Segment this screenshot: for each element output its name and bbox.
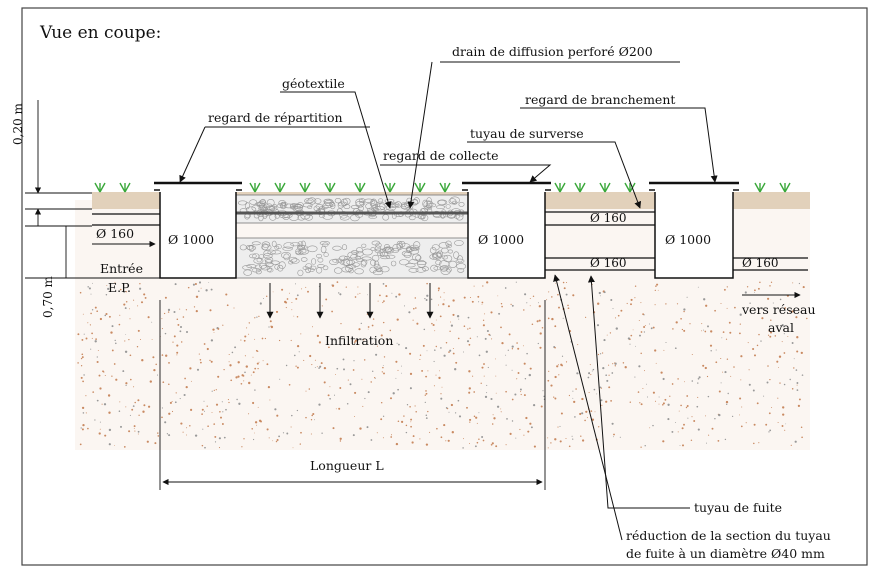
manholes bbox=[154, 189, 739, 279]
outer-border bbox=[21, 7, 868, 566]
label-vers-2: aval bbox=[768, 320, 794, 335]
diameter-pipe-upper: Ø 160 bbox=[590, 211, 627, 225]
dimension-depth: 0,70 m bbox=[41, 275, 55, 318]
label-reduction-1: réduction de la section du tuyau bbox=[626, 528, 831, 543]
label-regard-collecte: regard de collecte bbox=[383, 148, 499, 163]
diagram-title: Vue en coupe: bbox=[39, 23, 161, 43]
label-regard-repartition: regard de répartition bbox=[208, 110, 343, 125]
label-vers-1: vers réseau bbox=[741, 302, 816, 317]
label-longueur: Longueur L bbox=[310, 458, 384, 473]
diameter-pipe-lower: Ø 160 bbox=[590, 256, 627, 270]
label-tuyau-surverse: tuyau de surverse bbox=[470, 126, 584, 141]
label-tuyau-fuite: tuyau de fuite bbox=[694, 500, 782, 515]
label-entree-1: Entrée bbox=[100, 261, 143, 276]
label-geotextile: géotextile bbox=[282, 76, 345, 91]
pipes bbox=[92, 211, 808, 271]
label-regard-branchement: regard de branchement bbox=[525, 92, 675, 107]
label-drain: drain de diffusion perforé Ø200 bbox=[452, 44, 653, 59]
label-entree-2: E.P. bbox=[108, 280, 131, 295]
soil-texture bbox=[77, 281, 808, 449]
infiltration-arrows bbox=[266, 283, 434, 319]
diameter-manhole-1: Ø 1000 bbox=[168, 232, 214, 247]
label-infiltration: Infiltration bbox=[325, 333, 393, 348]
grass-tufts bbox=[94, 182, 791, 193]
gravel-texture bbox=[237, 196, 467, 277]
diameter-manhole-3: Ø 1000 bbox=[665, 232, 711, 247]
diameter-pipe-out: Ø 160 bbox=[742, 256, 779, 270]
label-reduction-2: de fuite à un diamètre Ø40 mm bbox=[626, 546, 825, 561]
diameter-inlet: Ø 160 bbox=[96, 226, 134, 241]
diameter-manhole-2: Ø 1000 bbox=[478, 232, 524, 247]
dimension-top: 0,20 m bbox=[11, 102, 25, 145]
